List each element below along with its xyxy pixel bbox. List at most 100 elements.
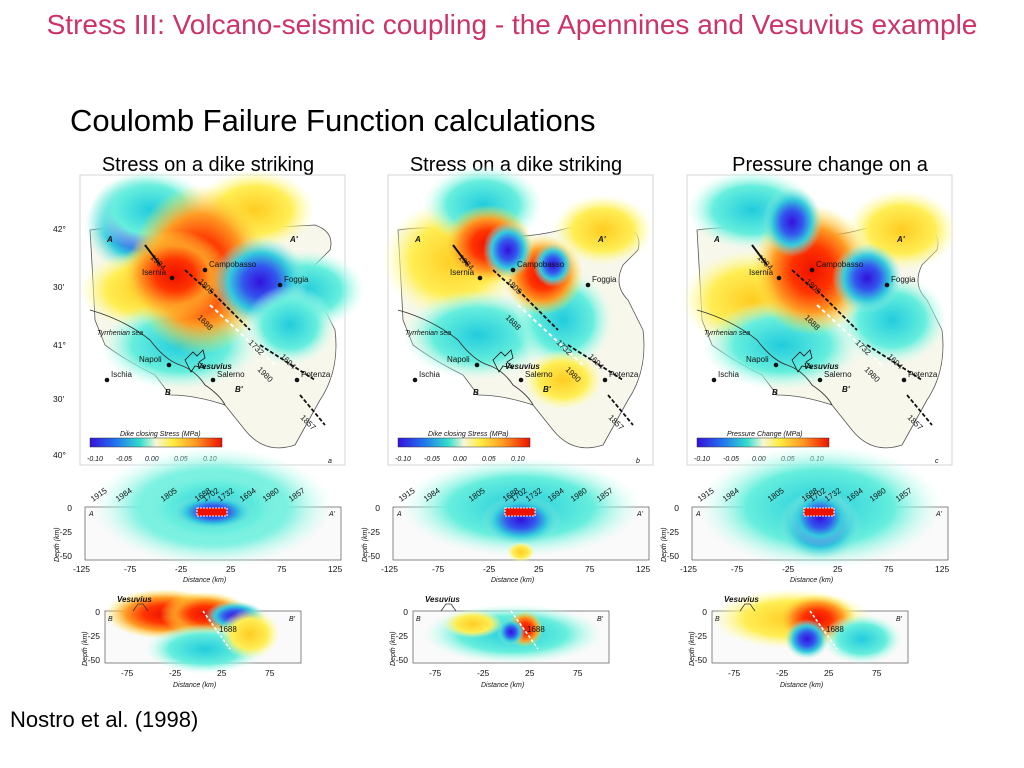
- y-tick: 0: [403, 607, 408, 617]
- stress-zone: [443, 610, 503, 638]
- slide-title: Stress III: Volcano-seismic coupling - t…: [46, 9, 978, 40]
- profile-end-label: A': [636, 511, 644, 518]
- x-tick: -25: [169, 668, 182, 678]
- city-label: Isernia: [749, 268, 774, 277]
- stress-zone: [785, 619, 829, 659]
- y-tick: -25: [695, 631, 708, 641]
- stress-lobe: [120, 230, 230, 320]
- panel-letter: b: [636, 458, 640, 465]
- profile-end-label: B': [289, 616, 296, 623]
- x-axis-label: Distance (km): [173, 682, 216, 689]
- x-tick: -75: [429, 668, 442, 678]
- x-tick: -75: [121, 668, 134, 678]
- section-mark: B: [473, 388, 479, 397]
- city-label: Isernia: [142, 268, 167, 277]
- coastline: [89, 309, 226, 406]
- x-tick: 75: [884, 564, 894, 574]
- color-scale-tick: -0.10: [87, 456, 103, 463]
- city-marker: [809, 267, 815, 273]
- section-mark: B': [842, 385, 851, 394]
- fault-1984: [144, 244, 161, 266]
- volcano-label: Vesuvius: [804, 362, 839, 371]
- x-tick: 25: [534, 564, 544, 574]
- y-tick: -50: [368, 551, 381, 561]
- color-scale-bar: [696, 437, 830, 448]
- stress-zone: [481, 495, 561, 545]
- stress-zone: [497, 618, 525, 646]
- y-tick: -50: [396, 655, 409, 665]
- city-marker: [884, 282, 890, 288]
- x-tick: 25: [833, 564, 843, 574]
- city-label: Ischia: [718, 370, 739, 379]
- vesuvius-icon: [184, 349, 207, 373]
- city-marker: [817, 377, 823, 383]
- map-panel-b: Campobasso Isernia Foggia Napoli Ischia Saler…: [383, 165, 654, 466]
- profile-end-label: B': [597, 616, 604, 623]
- latitude-label: 40°: [53, 450, 66, 460]
- fault-1688: [510, 610, 539, 650]
- y-tick: -25: [88, 631, 101, 641]
- x-axis-label: Distance (km): [491, 577, 534, 584]
- x-tick: -75: [432, 564, 445, 574]
- source-dike-1688: [196, 507, 228, 517]
- slide-subtitle: Coulomb Failure Function calculations: [70, 103, 596, 138]
- x-tick: -25: [776, 668, 789, 678]
- stress-lobe: [553, 195, 653, 265]
- vesuvius-icon: [791, 349, 814, 373]
- y-tick: -50: [667, 551, 680, 561]
- y-tick: -25: [396, 631, 409, 641]
- x-tick: -25: [477, 668, 490, 678]
- stress-zone: [507, 542, 535, 562]
- x-tick: 75: [585, 564, 595, 574]
- city-label: Napoli: [447, 355, 470, 364]
- x-tick: 125: [328, 564, 342, 574]
- profile-end-label: A: [88, 511, 94, 518]
- city-marker: [518, 377, 524, 383]
- city-label: Salerno: [525, 370, 553, 379]
- city-label: Ischia: [111, 370, 132, 379]
- event-label: 1688: [826, 625, 844, 634]
- y-tick: -50: [88, 655, 101, 665]
- x-tick: 75: [573, 668, 583, 678]
- map-panel-a: 42° 30' 41° 30' 40° Campobasso Isernia Foggia Na…: [53, 170, 365, 466]
- volcano-label: Vesuvius: [117, 595, 152, 604]
- latitude-label: 41°: [53, 340, 66, 350]
- volcano-label: Vesuvius: [505, 362, 540, 371]
- city-marker: [602, 377, 608, 383]
- city-marker: [210, 377, 216, 383]
- color-scale-tick: 0.00: [453, 456, 467, 463]
- city-marker: [104, 377, 110, 383]
- color-scale-label: Dike closing Stress (MPa): [428, 431, 509, 438]
- fault-trace: [184, 269, 326, 426]
- panel-letter: a: [328, 458, 332, 465]
- x-tick: -125: [680, 564, 697, 574]
- city-label: Foggia: [891, 275, 916, 284]
- y-tick: 0: [67, 503, 72, 513]
- latitude-label: 30': [53, 394, 64, 404]
- x-tick: 25: [525, 668, 535, 678]
- x-tick: 75: [265, 668, 275, 678]
- color-scale-bar: [89, 437, 223, 448]
- volcano-label: Vesuvius: [197, 362, 232, 371]
- city-marker: [202, 267, 208, 273]
- city-marker: [510, 267, 516, 273]
- vesuvius-icon: [492, 349, 515, 373]
- vesuvius-icon: [440, 603, 457, 612]
- event-label: 1688: [219, 625, 237, 634]
- city-label: Foggia: [284, 275, 309, 284]
- stress-lobe: [245, 285, 335, 365]
- color-scale-tick: -0.05: [116, 456, 132, 463]
- section-mark: A': [597, 235, 607, 244]
- city-label: Potenza: [908, 370, 938, 379]
- x-tick: 75: [277, 564, 287, 574]
- color-scale-label: Dike closing Stress (MPa): [120, 431, 201, 438]
- section-mark: A': [289, 235, 299, 244]
- city-marker: [166, 362, 172, 368]
- color-scale-tick: -0.10: [694, 456, 710, 463]
- fault-trace: [791, 269, 933, 426]
- source-dike-1688: [504, 507, 536, 517]
- latitude-label: 30': [53, 282, 64, 292]
